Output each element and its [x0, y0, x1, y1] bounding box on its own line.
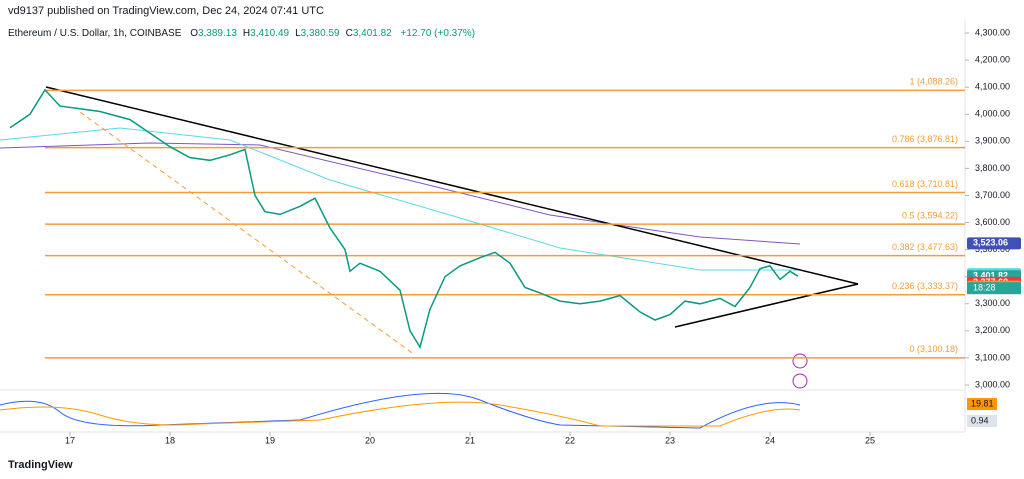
ohlc: O3,389.13 H3,410.49 L3,380.59 C3,401.82 [184, 28, 392, 39]
projection-line [79, 111, 416, 356]
moving-average [0, 142, 801, 245]
fib-label: 0.236 (3,333.37) [892, 281, 958, 291]
trend-line [674, 283, 859, 328]
ohlc-value: 3,380.59 [300, 28, 340, 39]
x-tick-label: 24 [765, 435, 775, 445]
fib-label: 0.5 (3,594.22) [902, 210, 958, 220]
y-tick-label: 3,900.00 [975, 136, 1010, 146]
ohlc-key: H [242, 28, 251, 39]
y-tick-label: 3,600.00 [975, 217, 1010, 227]
fib-label: 0.786 (3,876.81) [892, 134, 958, 144]
fib-label: 0.382 (3,477.63) [892, 242, 958, 252]
time-tag: 18:28 [973, 283, 996, 293]
x-tick-label: 20 [365, 435, 375, 445]
x-tick-label: 19 [265, 435, 275, 445]
y-tick-label: 4,300.00 [975, 27, 1010, 37]
price-tag-label: 3,401.82 [973, 271, 1008, 281]
symbol: Ethereum / U.S. Dollar, 1h, COINBASE [8, 28, 182, 39]
y-tick-label: 3,800.00 [975, 163, 1010, 173]
fib-label: 0.618 (3,710.81) [892, 179, 958, 189]
ohlc-value: 3,410.49 [250, 28, 290, 39]
x-tick-label: 21 [465, 435, 475, 445]
x-tick-label: 25 [865, 435, 875, 445]
y-tick-label: 4,000.00 [975, 109, 1010, 119]
price-tag-label: 3,523.06 [973, 238, 1008, 248]
x-tick-label: 18 [165, 435, 175, 445]
y-tick-label: 3,200.00 [975, 325, 1010, 335]
y-tick-label: 3,100.00 [975, 352, 1010, 362]
ohlc-value: 3,401.82 [352, 28, 392, 39]
trend-line [45, 86, 859, 285]
time-tag-bg [967, 282, 1021, 295]
price-line [9, 88, 799, 349]
x-tick-label: 22 [565, 435, 575, 445]
x-tick-label: 17 [65, 435, 75, 445]
fib-label: 0 (3,100.18) [909, 344, 958, 354]
published-note: vd9137 published on TradingView.com, Dec… [8, 5, 324, 17]
macd-line [0, 392, 801, 429]
event-icon[interactable] [792, 353, 808, 369]
y-tick-label: 3,000.00 [975, 379, 1010, 389]
ohlc-key: O [190, 28, 198, 39]
indicator-tag-label: 19.81 [971, 398, 994, 408]
moving-average [0, 127, 800, 271]
x-tick-label: 23 [665, 435, 675, 445]
change: +12.70 (+0.37%) [400, 28, 476, 39]
price-tag [967, 237, 1021, 250]
ohlc-key: C [345, 28, 353, 39]
indicator-tag [967, 398, 997, 410]
y-tick-label: 4,200.00 [975, 54, 1010, 64]
brand: TradingView [8, 459, 73, 471]
y-tick-label: 3,300.00 [975, 298, 1010, 308]
ohlc-value: 3,389.13 [197, 28, 237, 39]
symbol-bar: Ethereum / U.S. Dollar, 1h, COINBASE O3,… [8, 28, 475, 39]
y-tick-label: 3,700.00 [975, 190, 1010, 200]
fib-label: 1 (4,088.26) [909, 77, 958, 87]
ohlc-key: L [295, 28, 301, 39]
indicator-tag [967, 415, 997, 427]
y-tick-label: 4,100.00 [975, 82, 1010, 92]
event-icon[interactable] [792, 373, 808, 389]
signal-line [0, 401, 801, 427]
indicator-tag-label: 0.94 [971, 415, 989, 425]
